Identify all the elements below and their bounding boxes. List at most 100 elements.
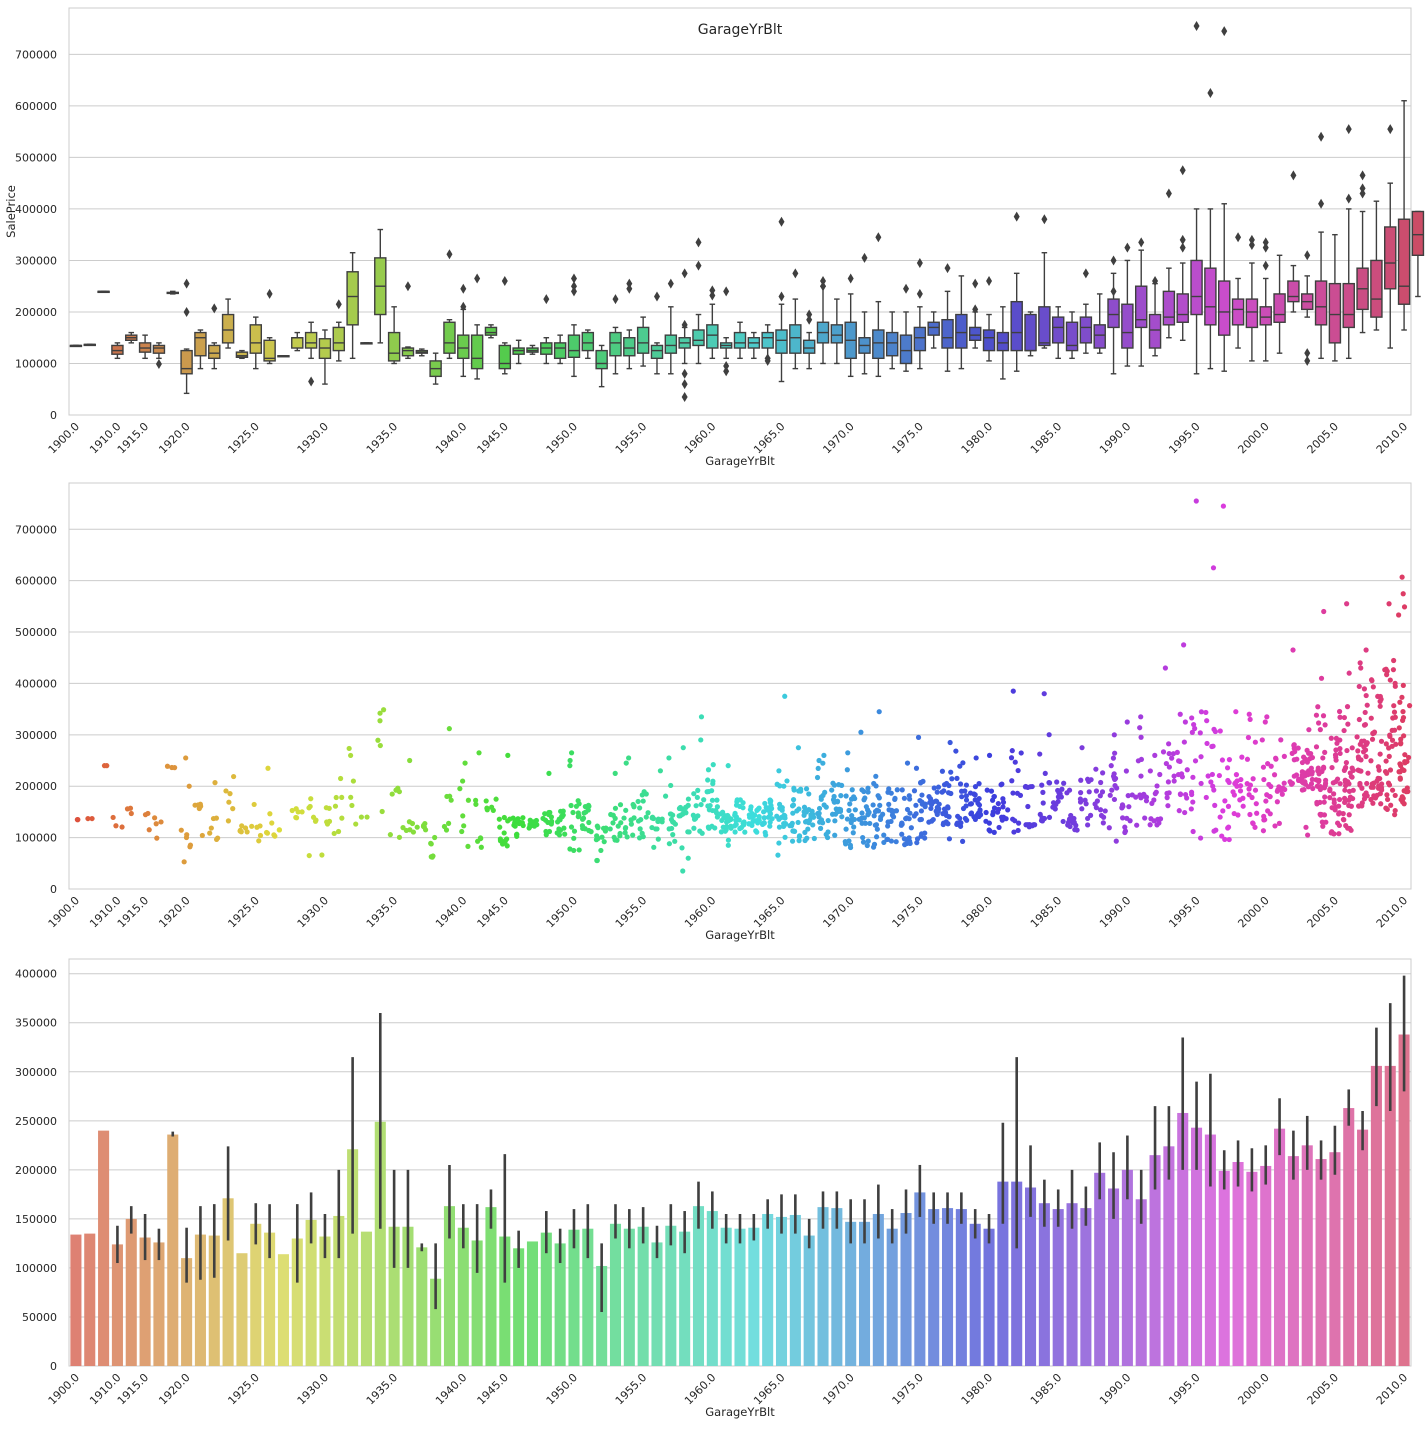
strip-point: [410, 829, 417, 835]
strip-point: [546, 828, 553, 835]
box-iqr: [1217, 280, 1231, 336]
strip-point: [1315, 720, 1322, 726]
y-tick-label: 700000: [15, 48, 57, 61]
strip-point: [1400, 709, 1406, 715]
strip-point: [459, 828, 465, 835]
bar: [443, 1206, 455, 1366]
strip-point: [991, 793, 997, 800]
strip-point: [1024, 822, 1031, 828]
strip-point: [1396, 612, 1402, 618]
strip-point: [379, 808, 385, 815]
outlier-point: [709, 285, 716, 296]
strip-point: [110, 814, 116, 821]
strip-point: [1017, 792, 1024, 798]
strip-point: [901, 836, 907, 842]
box: [678, 326, 691, 365]
strip-point: [1382, 768, 1389, 775]
bar: [70, 1234, 82, 1366]
strip-point: [790, 802, 797, 808]
strip-point: [387, 832, 393, 838]
strip-point: [963, 797, 970, 803]
y-tick-label: 200000: [15, 306, 57, 319]
strip-point: [1355, 767, 1361, 773]
strip-point: [1337, 750, 1343, 757]
box: [249, 316, 263, 370]
bar: [665, 1225, 677, 1366]
strip-point: [559, 813, 565, 819]
bar: [84, 1233, 96, 1366]
box-iqr: [498, 344, 512, 370]
strip-point: [668, 782, 674, 789]
strip-point: [617, 802, 624, 808]
strip-point: [1377, 693, 1383, 700]
strip-point: [796, 806, 802, 812]
y-tick-label: 100000: [15, 1262, 57, 1275]
bar: [1301, 1145, 1313, 1366]
box-iqr: [1259, 306, 1272, 326]
strip-point: [1198, 754, 1204, 760]
strip-point: [1203, 794, 1209, 801]
y-tick-label: 500000: [15, 151, 57, 164]
strip-point: [1122, 828, 1129, 834]
strip-point: [931, 785, 937, 791]
outlier-point: [778, 216, 785, 227]
strip-point: [1022, 784, 1029, 790]
chart-title: GarageYrBlt: [698, 22, 783, 38]
strip-point: [691, 825, 697, 831]
box: [941, 290, 954, 372]
strip-point: [1386, 753, 1392, 759]
box-iqr: [623, 337, 636, 357]
box-iqr: [1065, 321, 1079, 352]
box: [1176, 262, 1189, 341]
x-tick-label: 2010.0: [1374, 420, 1410, 456]
box: [152, 342, 166, 360]
strip-point: [742, 829, 748, 835]
strip-point: [1363, 753, 1369, 760]
strip-point: [880, 811, 886, 817]
strip-point: [1361, 722, 1368, 728]
strip-point: [339, 794, 345, 801]
outlier-point: [723, 361, 730, 372]
bar: [485, 1207, 497, 1366]
box: [1370, 200, 1383, 331]
strip-point: [1379, 781, 1385, 787]
x-tick-label: 1930.0: [295, 894, 331, 930]
strip-point: [1281, 753, 1287, 759]
strip-point: [1123, 768, 1129, 774]
strip-point: [375, 737, 381, 743]
x-tick-label: 1930.0: [295, 420, 331, 456]
strip-point: [226, 799, 232, 805]
strip-point: [178, 827, 184, 833]
strip-point: [669, 825, 675, 832]
strip-point: [1111, 771, 1117, 777]
y-tick-label: 300000: [15, 254, 57, 267]
strip-point: [119, 824, 125, 830]
strip-point: [719, 817, 725, 824]
strip-point: [607, 826, 613, 832]
strip-point: [1388, 802, 1394, 808]
outlier-point: [183, 306, 190, 317]
box: [111, 342, 124, 360]
strip-point: [1274, 799, 1280, 805]
strip-point: [1171, 778, 1177, 784]
strip-point: [1192, 725, 1198, 732]
strip-point: [655, 818, 661, 824]
strip-point: [1346, 797, 1352, 803]
strip-point: [306, 852, 312, 859]
bar: [582, 1228, 594, 1366]
box-iqr: [1093, 324, 1106, 349]
x-tick-label: 1960.0: [682, 1371, 718, 1407]
box: [1411, 210, 1425, 298]
x-tick-label: 1955.0: [613, 894, 649, 930]
strip-point: [918, 780, 924, 786]
strip-point: [968, 810, 975, 816]
strip-point: [478, 844, 484, 850]
y-tick-label: 0: [50, 409, 57, 422]
box: [1079, 303, 1093, 354]
outlier-point: [626, 278, 633, 289]
strip-point: [1182, 791, 1189, 798]
outlier-point: [1345, 193, 1352, 204]
strip-point: [1072, 827, 1078, 833]
strip-point: [1226, 836, 1232, 843]
strip-point: [293, 806, 299, 812]
